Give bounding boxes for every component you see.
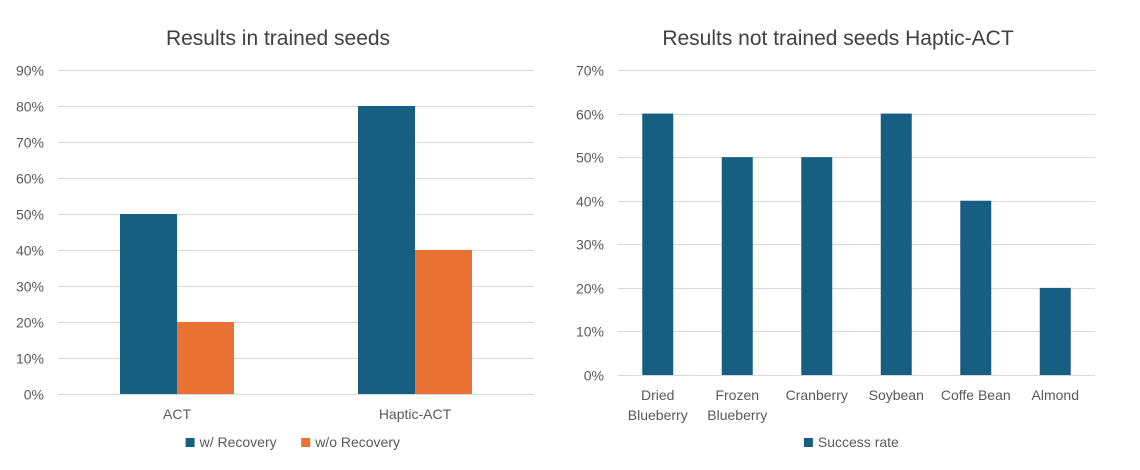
chart1-ytick-label: 80% [16, 99, 44, 115]
chart2-category-label: Coffe Bean [941, 387, 1011, 403]
chart1-ytick-label: 40% [16, 243, 44, 259]
chart2-category-label: Frozen [715, 387, 759, 403]
chart2-ytick-label: 10% [576, 324, 604, 340]
chart1-bar [358, 106, 415, 394]
chart2-ytick-label: 20% [576, 281, 604, 297]
chart1-legend-label: w/ Recovery [199, 434, 277, 450]
chart2-ytick-label: 70% [576, 63, 604, 79]
chart2-category-label: Almond [1032, 387, 1079, 403]
chart1-category-label: ACT [163, 406, 191, 422]
chart2-ytick-label: 50% [576, 150, 604, 166]
chart2-bar [1039, 287, 1071, 375]
chart1-legend-swatch [301, 438, 311, 447]
chart2-ytick-label: 0% [584, 368, 604, 384]
chart1-ytick-label: 50% [16, 207, 44, 223]
chart2-legend-swatch [803, 438, 813, 447]
chart2-category-label: Blueberry [628, 407, 688, 423]
chart2-title: Results not trained seeds Haptic-ACT [662, 27, 1013, 50]
chart2-bar [960, 200, 992, 375]
chart1-bar [177, 322, 234, 394]
chart2-bar [880, 113, 912, 376]
chart1-ytick-label: 90% [16, 63, 44, 79]
chart1-category-label: Haptic-ACT [379, 406, 452, 422]
chart2-bar [721, 157, 753, 375]
chart2-ytick-label: 30% [576, 237, 604, 253]
chart1-legend-label: w/o Recovery [314, 434, 400, 450]
chart1-title: Results in trained seeds [166, 27, 390, 50]
chart1-ytick-label: 30% [16, 279, 44, 295]
chart1-ytick-label: 0% [24, 387, 44, 403]
chart2-ytick-label: 40% [576, 194, 604, 210]
chart2-category-label: Blueberry [707, 407, 767, 423]
chart1-bar [415, 250, 472, 394]
chart2-ytick-label: 60% [576, 107, 604, 123]
chart2-bar [801, 157, 833, 375]
chart2-legend-label: Success rate [818, 434, 899, 450]
chart1-bar [120, 214, 177, 394]
chart2-bar [642, 113, 674, 376]
chart2-category-label: Cranberry [786, 387, 848, 403]
chart1-ytick-label: 60% [16, 171, 44, 187]
chart2-category-label: Dried [641, 387, 674, 403]
chart1-ytick-label: 10% [16, 351, 44, 367]
chart1-legend-swatch [185, 438, 195, 447]
chart2-category-label: Soybean [869, 387, 924, 403]
chart1-ytick-label: 70% [16, 135, 44, 151]
chart1-ytick-label: 20% [16, 315, 44, 331]
